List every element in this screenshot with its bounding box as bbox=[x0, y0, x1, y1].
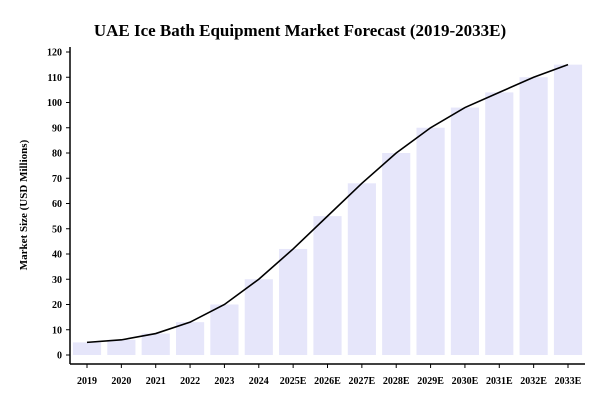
x-tick-label: 2027E bbox=[349, 376, 376, 387]
bar-2029E bbox=[416, 127, 445, 355]
y-tick-label: 10 bbox=[52, 325, 62, 336]
x-tick-label: 2019 bbox=[77, 376, 97, 387]
chart-title: UAE Ice Bath Equipment Market Forecast (… bbox=[94, 21, 506, 40]
bar-2031E bbox=[485, 92, 514, 356]
bar-2023 bbox=[210, 304, 239, 355]
bar-2033E bbox=[553, 64, 583, 355]
y-tick-label: 20 bbox=[52, 300, 62, 311]
x-tick-label: 2025E bbox=[280, 376, 307, 387]
x-tick-label: 2022 bbox=[180, 376, 200, 387]
bar-2020 bbox=[107, 339, 136, 355]
bar-2030E bbox=[450, 107, 480, 355]
bar-2032E bbox=[519, 77, 548, 355]
bar-2025E bbox=[279, 248, 308, 355]
bar-2021 bbox=[141, 333, 170, 355]
y-tick-label: 70 bbox=[52, 174, 62, 185]
y-tick-label: 80 bbox=[52, 149, 62, 160]
bar-2026E bbox=[313, 216, 342, 355]
x-tick-label: 2030E bbox=[452, 376, 479, 387]
x-tick-label: 2031E bbox=[486, 376, 513, 387]
y-axis-label: Market Size (USD Millions) bbox=[18, 139, 30, 270]
x-tick-label: 2024 bbox=[249, 376, 269, 387]
x-tick-label: 2033E bbox=[555, 376, 582, 387]
x-tick-label: 2026E bbox=[314, 376, 341, 387]
x-tick-label: 2021 bbox=[146, 376, 166, 387]
y-tick-label: 100 bbox=[47, 98, 62, 109]
bar-2024 bbox=[244, 279, 273, 355]
bar-2019 bbox=[72, 342, 102, 355]
bar-2027E bbox=[347, 183, 376, 355]
x-tick-label: 2029E bbox=[417, 376, 444, 387]
x-tick-label: 2028E bbox=[383, 376, 410, 387]
y-tick-label: 40 bbox=[52, 250, 62, 261]
x-tick-label: 2023 bbox=[214, 376, 234, 387]
trend-line bbox=[86, 63, 569, 344]
y-tick-label: 30 bbox=[52, 275, 62, 286]
bar-2022 bbox=[175, 322, 205, 355]
x-tick-label: 2020 bbox=[111, 376, 131, 387]
y-tick-label: 0 bbox=[57, 351, 62, 362]
y-tick-label: 90 bbox=[52, 123, 62, 134]
y-tick-label: 110 bbox=[48, 73, 62, 84]
bar-2028E bbox=[382, 153, 411, 355]
x-tick-label: 2032E bbox=[520, 376, 547, 387]
y-tick-label: 120 bbox=[47, 48, 62, 59]
y-tick-label: 60 bbox=[52, 199, 62, 210]
y-tick-label: 50 bbox=[52, 224, 62, 235]
